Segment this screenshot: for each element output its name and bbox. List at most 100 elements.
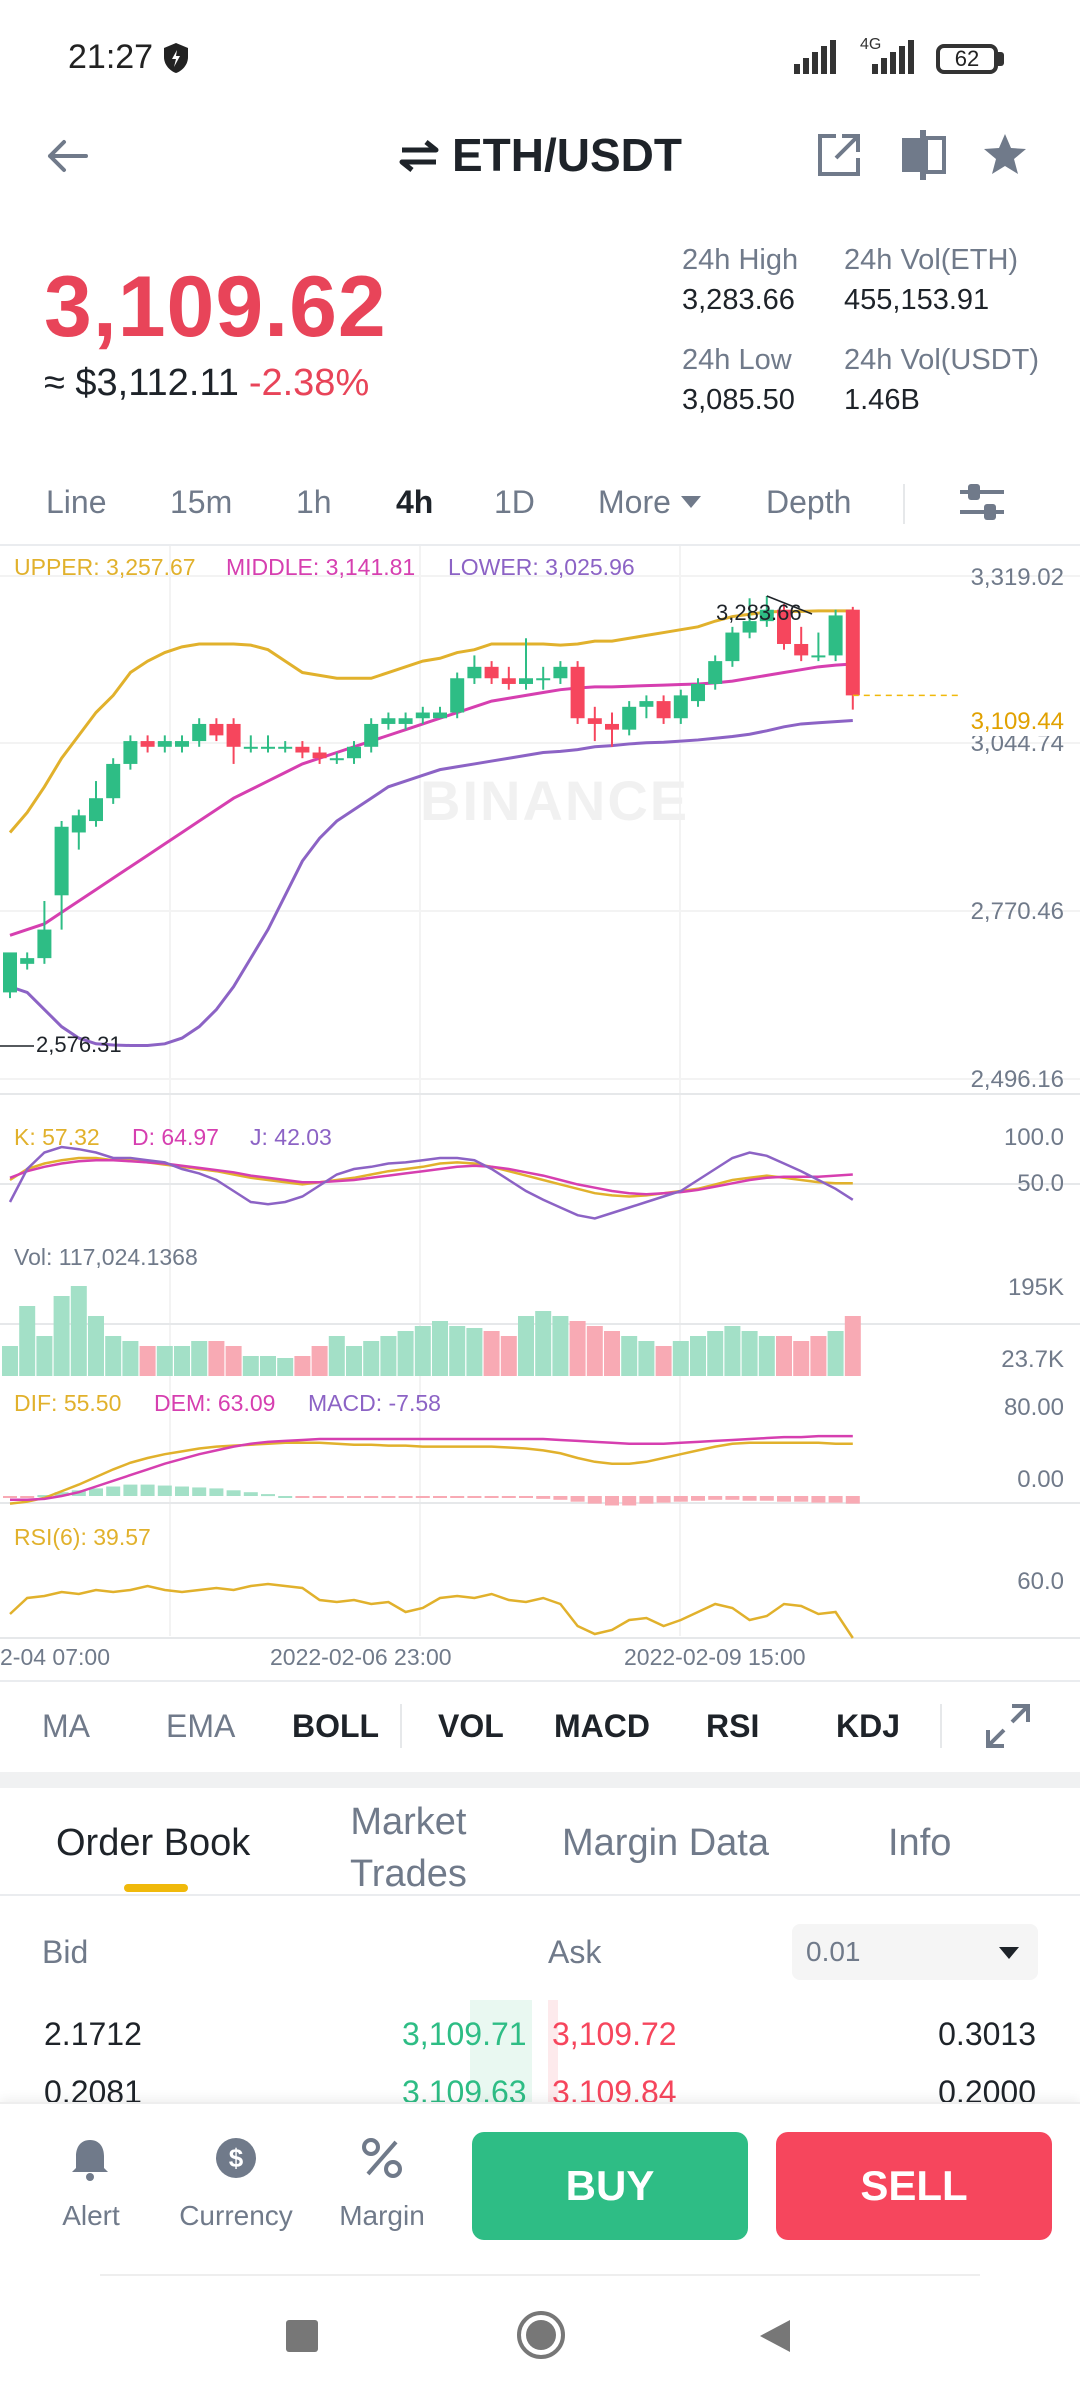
indicator-ema[interactable]: EMA xyxy=(166,1708,236,1744)
volume-bar xyxy=(586,1326,603,1376)
buy-button[interactable]: BUY xyxy=(472,2132,748,2240)
candle-body xyxy=(347,746,361,759)
active-tab-underline xyxy=(124,1884,188,1892)
rsi-line xyxy=(9,1582,854,1639)
back-triangle-icon[interactable] xyxy=(756,2318,792,2354)
macd-hist-bar xyxy=(20,1496,35,1498)
indicator-boll[interactable]: BOLL xyxy=(292,1708,380,1744)
tab-info[interactable]: Info xyxy=(888,1822,952,1864)
book-tabs-divider xyxy=(0,1894,1080,1896)
candle-body xyxy=(467,666,482,679)
share-icon[interactable] xyxy=(816,132,862,178)
tab-market-trades-line2: Trades xyxy=(350,1853,467,1895)
candle-body xyxy=(605,723,619,730)
home-circle-icon[interactable] xyxy=(516,2310,566,2360)
candle-body xyxy=(295,746,310,753)
tab-line[interactable]: Line xyxy=(46,484,107,520)
low-marker: 2,576.31 xyxy=(36,1032,122,1057)
indicator-top-divider xyxy=(0,1680,1080,1682)
candle-body xyxy=(708,661,723,684)
volume-bar xyxy=(758,1336,775,1376)
candle-body xyxy=(691,683,705,702)
time-label-2: 2022-02-06 23:00 xyxy=(270,1644,452,1670)
tab-order-book[interactable]: Order Book xyxy=(56,1822,251,1864)
macd-hist-bar xyxy=(192,1487,207,1496)
volume-bar xyxy=(844,1316,861,1376)
currency-label[interactable]: Currency xyxy=(179,2200,293,2231)
kline-chart[interactable] xyxy=(0,546,1080,1646)
shield-icon xyxy=(164,43,188,73)
low-value: 3,085.50 xyxy=(682,384,795,416)
candle-body xyxy=(656,701,671,719)
ask-price-1[interactable]: 3,109.72 xyxy=(552,2016,677,2052)
volume-bar xyxy=(346,1346,362,1376)
bid-price-1[interactable]: 3,109.71 xyxy=(402,2016,527,2052)
volume-bar xyxy=(724,1326,741,1376)
candle-body xyxy=(415,712,430,719)
candle-body xyxy=(742,621,757,633)
tab-margin-data[interactable]: Margin Data xyxy=(562,1822,769,1864)
battery-icon: 62 xyxy=(936,44,998,74)
macd-hist-bar xyxy=(450,1496,465,1498)
bell-icon[interactable] xyxy=(68,2136,112,2182)
kdj-k-label: K: 57.32 xyxy=(14,1124,100,1150)
candle-body xyxy=(123,741,138,764)
candle-body xyxy=(209,723,224,736)
macd-hist-bar xyxy=(3,1496,17,1498)
swap-icon[interactable] xyxy=(398,139,440,173)
alert-label[interactable]: Alert xyxy=(62,2200,120,2231)
tab-depth[interactable]: Depth xyxy=(766,484,852,520)
vol-axis-1: 195K xyxy=(1007,1274,1064,1301)
macd-hist-bar xyxy=(777,1496,791,1502)
tab-4h[interactable]: 4h xyxy=(396,484,434,520)
macd-hist-bar xyxy=(347,1496,361,1498)
margin-percent-icon[interactable] xyxy=(360,2136,404,2180)
indicator-ma[interactable]: MA xyxy=(42,1708,90,1744)
indicator-macd[interactable]: MACD xyxy=(554,1708,650,1744)
pair-title[interactable]: ETH/USDT xyxy=(0,128,1080,182)
currency-dollar-icon[interactable]: $ xyxy=(214,2136,258,2180)
last-price: 3,109.62 xyxy=(44,259,387,355)
tab-more[interactable]: More xyxy=(598,484,702,521)
macd-axis-2: 0.00 xyxy=(1017,1466,1064,1493)
fullscreen-icon[interactable] xyxy=(986,1704,1030,1748)
kdj-d-line xyxy=(9,1158,853,1196)
margin-label[interactable]: Margin xyxy=(339,2200,425,2231)
volume-bar xyxy=(414,1326,431,1376)
sell-button[interactable]: SELL xyxy=(776,2132,1052,2240)
volume-bar xyxy=(311,1346,328,1376)
ask-qty-1: 0.3013 xyxy=(938,2016,1036,2052)
recents-square-icon[interactable] xyxy=(286,2320,318,2352)
candle-body xyxy=(54,826,69,896)
macd-hist-bar xyxy=(673,1496,688,1502)
indicator-kdj[interactable]: KDJ xyxy=(836,1708,901,1744)
candle-body xyxy=(261,746,275,749)
tab-15m[interactable]: 15m xyxy=(170,484,233,520)
macd-hist-bar xyxy=(587,1496,602,1504)
macd-value-label: MACD: -7.58 xyxy=(308,1390,441,1416)
volume-bar xyxy=(174,1346,190,1376)
volume-bar xyxy=(242,1356,259,1376)
candle-body xyxy=(192,723,207,742)
volume-bar xyxy=(569,1321,586,1376)
price-change: -2.38% xyxy=(248,362,370,404)
nav-divider xyxy=(100,2274,980,2276)
chart-settings-icon[interactable] xyxy=(958,480,1006,524)
precision-dropdown[interactable]: 0.01 xyxy=(792,1924,1038,1980)
candle-body xyxy=(364,723,379,747)
macd-hist-bar xyxy=(622,1496,637,1506)
back-arrow-icon[interactable] xyxy=(44,138,88,174)
indicator-rsi[interactable]: RSI xyxy=(706,1708,760,1744)
indicator-vol[interactable]: VOL xyxy=(438,1708,504,1744)
tab-1d[interactable]: 1D xyxy=(494,484,535,520)
macd-hist-bar xyxy=(398,1496,413,1498)
axis-price-4: 2,496.16 xyxy=(970,1066,1064,1093)
tab-1h[interactable]: 1h xyxy=(296,484,332,520)
volume-bar xyxy=(139,1346,156,1376)
tab-market-trades[interactable]: Market Trades xyxy=(350,1796,467,1900)
macd-hist-bar xyxy=(742,1496,757,1501)
candle-body xyxy=(553,666,568,679)
favorite-star-icon[interactable] xyxy=(982,132,1028,176)
boll-upper-line xyxy=(8,609,853,834)
compare-layout-icon[interactable] xyxy=(900,130,946,180)
